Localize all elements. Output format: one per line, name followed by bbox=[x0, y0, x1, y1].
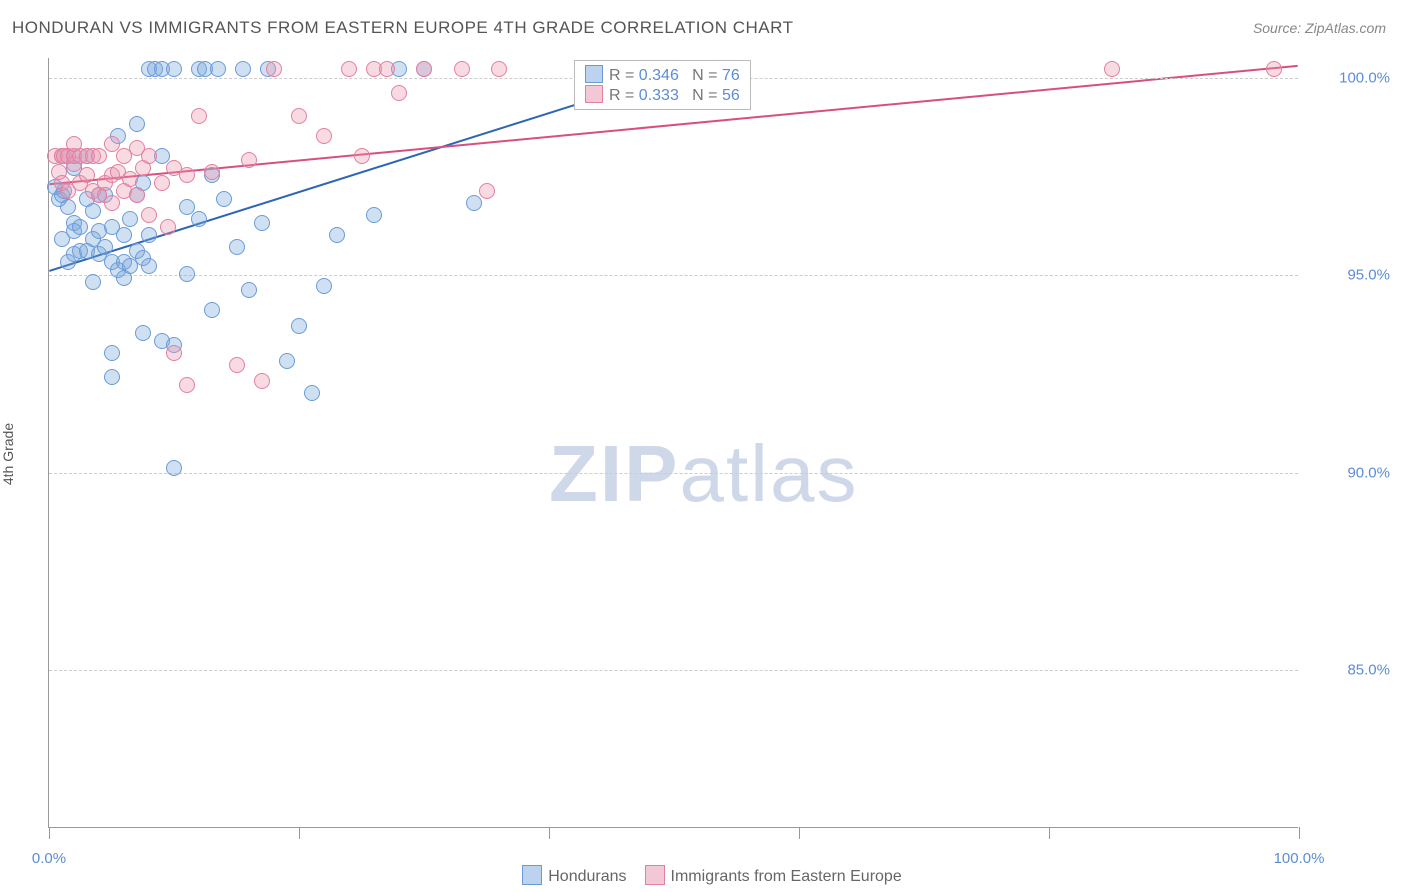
data-point bbox=[154, 175, 170, 191]
data-point bbox=[104, 195, 120, 211]
data-point bbox=[241, 152, 257, 168]
data-point bbox=[122, 211, 138, 227]
y-tick-label: 95.0% bbox=[1310, 267, 1390, 284]
chart-title: HONDURAN VS IMMIGRANTS FROM EASTERN EURO… bbox=[12, 18, 794, 38]
data-point bbox=[85, 203, 101, 219]
y-axis-label: 4th Grade bbox=[0, 423, 16, 485]
data-point bbox=[416, 61, 432, 77]
stats-row: R = 0.346 N = 76 bbox=[585, 65, 740, 85]
data-point bbox=[166, 345, 182, 361]
data-point bbox=[491, 61, 507, 77]
data-point bbox=[466, 195, 482, 211]
data-point bbox=[279, 353, 295, 369]
data-point bbox=[129, 187, 145, 203]
trend-lines bbox=[49, 58, 1298, 827]
data-point bbox=[204, 164, 220, 180]
x-tick bbox=[1299, 827, 1300, 839]
data-point bbox=[60, 199, 76, 215]
legend-label: Immigrants from Eastern Europe bbox=[671, 868, 902, 885]
gridline bbox=[49, 473, 1298, 474]
data-point bbox=[254, 373, 270, 389]
stats-box: R = 0.346 N = 76R = 0.333 N = 56 bbox=[574, 60, 751, 110]
data-point bbox=[141, 148, 157, 164]
legend-swatch bbox=[645, 865, 665, 885]
data-point bbox=[104, 345, 120, 361]
data-point bbox=[341, 61, 357, 77]
data-point bbox=[141, 207, 157, 223]
data-point bbox=[166, 460, 182, 476]
data-point bbox=[454, 61, 470, 77]
x-tick bbox=[549, 827, 550, 839]
data-point bbox=[1266, 61, 1282, 77]
data-point bbox=[241, 282, 257, 298]
data-point bbox=[97, 239, 113, 255]
legend-label: Hondurans bbox=[548, 868, 626, 885]
data-point bbox=[1104, 61, 1120, 77]
data-point bbox=[235, 61, 251, 77]
data-point bbox=[166, 61, 182, 77]
data-point bbox=[304, 385, 320, 401]
data-point bbox=[191, 211, 207, 227]
data-point bbox=[316, 278, 332, 294]
bottom-legend: Hondurans Immigrants from Eastern Europe bbox=[0, 865, 1406, 886]
data-point bbox=[141, 258, 157, 274]
n-value: 56 bbox=[722, 87, 740, 104]
legend-swatch bbox=[522, 865, 542, 885]
x-tick bbox=[1049, 827, 1050, 839]
gridline bbox=[49, 670, 1298, 671]
data-point bbox=[179, 167, 195, 183]
r-value: 0.346 bbox=[639, 67, 679, 84]
stats-row: R = 0.333 N = 56 bbox=[585, 85, 740, 105]
data-point bbox=[229, 239, 245, 255]
data-point bbox=[366, 207, 382, 223]
data-point bbox=[116, 227, 132, 243]
scatter-plot: ZIPatlas 85.0%90.0%95.0%100.0%0.0%100.0%… bbox=[48, 58, 1298, 828]
x-tick bbox=[49, 827, 50, 839]
legend-swatch bbox=[585, 85, 603, 103]
data-point bbox=[179, 377, 195, 393]
data-point bbox=[79, 167, 95, 183]
gridline bbox=[49, 275, 1298, 276]
y-tick-label: 100.0% bbox=[1310, 69, 1390, 86]
y-tick-label: 85.0% bbox=[1310, 662, 1390, 679]
r-value: 0.333 bbox=[639, 87, 679, 104]
data-point bbox=[129, 116, 145, 132]
data-point bbox=[135, 325, 151, 341]
data-point bbox=[179, 266, 195, 282]
n-value: 76 bbox=[722, 67, 740, 84]
data-point bbox=[479, 183, 495, 199]
data-point bbox=[191, 108, 207, 124]
x-tick bbox=[299, 827, 300, 839]
legend-swatch bbox=[585, 65, 603, 83]
data-point bbox=[216, 191, 232, 207]
data-point bbox=[104, 369, 120, 385]
x-tick bbox=[799, 827, 800, 839]
data-point bbox=[204, 302, 220, 318]
data-point bbox=[254, 215, 270, 231]
data-point bbox=[91, 148, 107, 164]
data-point bbox=[379, 61, 395, 77]
data-point bbox=[329, 227, 345, 243]
source-attribution: Source: ZipAtlas.com bbox=[1253, 20, 1386, 36]
data-point bbox=[291, 318, 307, 334]
data-point bbox=[210, 61, 226, 77]
data-point bbox=[354, 148, 370, 164]
data-point bbox=[160, 219, 176, 235]
data-point bbox=[141, 227, 157, 243]
data-point bbox=[85, 274, 101, 290]
data-point bbox=[391, 85, 407, 101]
header: HONDURAN VS IMMIGRANTS FROM EASTERN EURO… bbox=[12, 18, 1386, 38]
data-point bbox=[316, 128, 332, 144]
data-point bbox=[291, 108, 307, 124]
data-point bbox=[266, 61, 282, 77]
data-point bbox=[122, 171, 138, 187]
data-point bbox=[229, 357, 245, 373]
y-tick-label: 90.0% bbox=[1310, 464, 1390, 481]
